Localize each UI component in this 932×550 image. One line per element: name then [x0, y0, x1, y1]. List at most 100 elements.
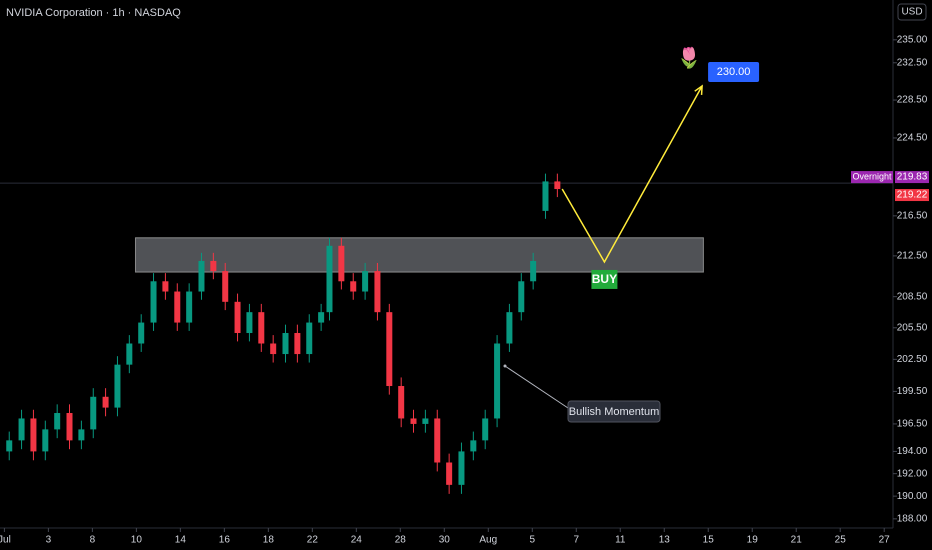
x-tick-label: 30 — [439, 535, 451, 546]
candle-body — [410, 418, 417, 424]
candle-body — [6, 440, 13, 452]
chart-title: NVIDIA Corporation · 1h · NASDAQ — [6, 7, 181, 19]
y-tick-label: 205.50 — [897, 322, 928, 333]
currency-box[interactable] — [897, 3, 927, 21]
candle-body — [114, 364, 121, 408]
candle-body — [270, 343, 277, 355]
x-tick-label: 11 — [615, 535, 626, 546]
overnight-price-badge — [895, 171, 929, 184]
x-tick-label: 21 — [791, 535, 803, 546]
y-tick-label: 224.50 — [897, 133, 928, 144]
x-tick-label: 27 — [879, 535, 891, 546]
x-tick-label: Aug — [479, 535, 497, 546]
y-tick-label: 194.00 — [897, 446, 928, 457]
icon: 🌷 — [677, 45, 702, 69]
buy-label: BUY — [592, 272, 617, 286]
x-tick-label: 18 — [263, 535, 275, 546]
candle-body — [282, 333, 289, 355]
last-price-badge — [895, 189, 929, 202]
candle-body — [222, 271, 229, 302]
candle-body — [258, 312, 265, 344]
plot-area — [0, 173, 893, 494]
overnight-tag — [851, 171, 893, 184]
candle-body — [542, 181, 549, 211]
y-tick-label: 199.50 — [897, 386, 928, 397]
candle-body — [446, 462, 453, 485]
y-tick-label: 190.00 — [897, 491, 928, 502]
x-tick-label: 14 — [175, 535, 187, 546]
candle-body — [306, 322, 313, 355]
y-tick-label: 232.50 — [897, 57, 928, 68]
candle-body — [174, 291, 181, 323]
callout-box — [567, 400, 661, 423]
candle-body — [422, 418, 429, 424]
candle-body — [386, 312, 393, 387]
x-tick-label: 19 — [747, 535, 759, 546]
candle-body — [162, 281, 169, 292]
x-tick-label: 16 — [219, 535, 231, 546]
y-tick-label: 192.00 — [897, 468, 928, 479]
candle-body — [198, 260, 205, 292]
callout-text: Bullish Momentum — [569, 406, 659, 418]
target-label: 230.00 — [717, 66, 751, 78]
y-tick-label: 202.50 — [897, 354, 928, 365]
candle-body — [458, 451, 465, 485]
currency[interactable]: USD — [901, 7, 922, 18]
candle-body — [102, 396, 109, 408]
callout-line — [504, 365, 569, 409]
x-tick-label: 15 — [703, 535, 715, 546]
overnight-price: 219.83 — [897, 172, 928, 183]
candle-body — [294, 333, 301, 355]
y-tick-label: 228.50 — [897, 95, 928, 106]
candle-body — [210, 260, 217, 272]
candle-body — [470, 440, 477, 452]
x-tick-label: 8 — [90, 535, 96, 546]
last-price: 219.22 — [897, 190, 928, 201]
target-badge — [708, 61, 760, 82]
x-tick-label: 7 — [573, 535, 579, 546]
overnight-tag-label: Overnight — [852, 171, 892, 181]
candle-body — [494, 343, 501, 419]
candle-body — [318, 312, 325, 323]
candle-body — [554, 181, 561, 190]
annotations: Bullish Momentum BUY 230.00 🌷 — [503, 45, 760, 423]
candle-body — [42, 429, 49, 452]
candle-body — [482, 418, 489, 441]
x-tick-label: 24 — [351, 535, 363, 546]
candle-body — [78, 429, 85, 441]
x-tick-label: 5 — [529, 535, 535, 546]
candle-body — [530, 260, 537, 282]
x-tick-label: Jul — [0, 535, 11, 546]
candle-body — [54, 413, 61, 430]
candle-body — [518, 281, 525, 313]
x-tick-label: 3 — [46, 535, 52, 546]
y-tick-label: 216.50 — [897, 210, 928, 221]
candle-body — [362, 271, 369, 292]
candle-body — [30, 418, 37, 452]
candle-body — [350, 281, 357, 292]
y-tick-label: 235.00 — [897, 34, 928, 45]
candle-body — [234, 301, 241, 334]
candle-body — [246, 312, 253, 334]
x-tick-label: 13 — [659, 535, 671, 546]
projection-line — [561, 85, 703, 264]
candle-body — [338, 245, 345, 282]
candle-body — [66, 413, 73, 441]
x-tick-label: 28 — [395, 535, 407, 546]
candle-body — [150, 281, 157, 323]
projection-arrowhead — [694, 84, 703, 96]
candle-body — [186, 291, 193, 323]
y-tick-label: 212.50 — [897, 251, 928, 262]
candle-body — [506, 312, 513, 344]
x-tick-label: 10 — [131, 535, 143, 546]
y-tick-label: 188.00 — [897, 513, 928, 524]
candle-body — [326, 245, 333, 313]
candle-body — [18, 418, 25, 441]
candle-body — [374, 271, 381, 313]
y-tick-label: 208.50 — [897, 291, 928, 302]
candle-body — [434, 418, 441, 463]
candle-body — [398, 386, 405, 419]
x-tick-label: 22 — [307, 535, 319, 546]
